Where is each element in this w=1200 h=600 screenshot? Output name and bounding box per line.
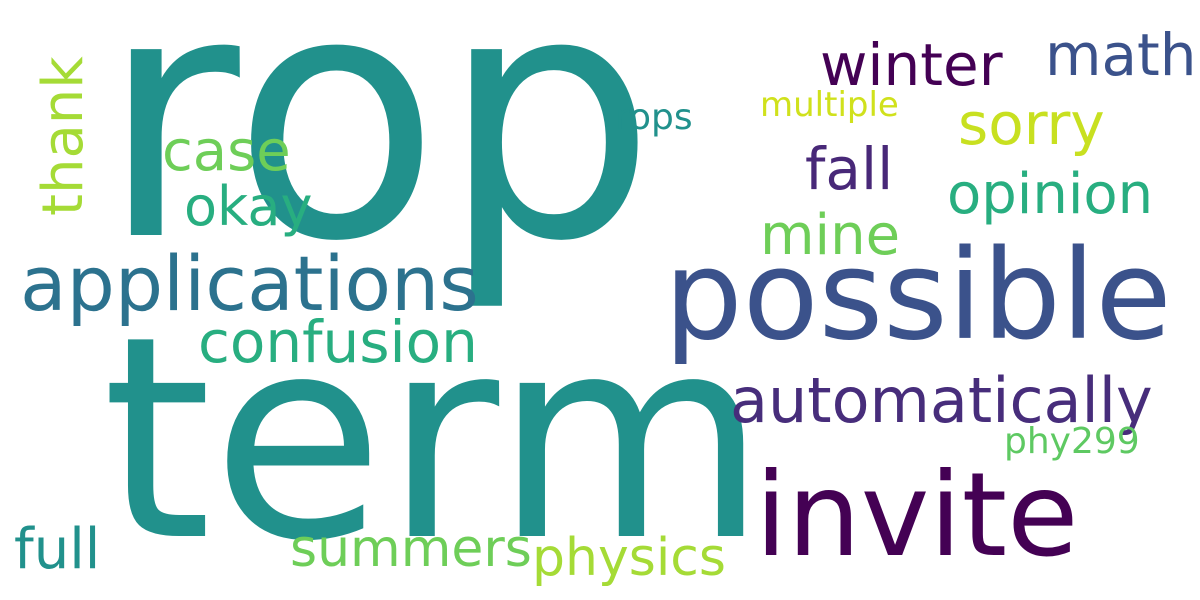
word-math: math <box>1045 21 1197 89</box>
word-invite: invite <box>755 448 1079 583</box>
word-fall: fall <box>805 135 894 203</box>
word-rop: rop <box>100 0 657 316</box>
word-opinion: opinion <box>947 162 1154 227</box>
word-rops: rops <box>615 97 693 138</box>
word-physics: physics <box>532 528 726 588</box>
word-confusion: confusion <box>198 308 478 376</box>
word-phy299: phy299 <box>1004 421 1140 462</box>
word-possible: possible <box>664 224 1172 368</box>
word-winter: winter <box>820 31 1003 99</box>
word-okay: okay <box>184 175 313 238</box>
word-automatically: automatically <box>730 364 1153 437</box>
word-multiple: multiple <box>760 85 899 125</box>
word-case: case <box>162 119 291 184</box>
word-sorry: sorry <box>958 90 1105 158</box>
word-applications: applications <box>20 239 479 328</box>
word-term: term <box>102 277 767 600</box>
word-mine: mine <box>760 203 901 268</box>
word-summers: summers <box>290 519 532 579</box>
word-thank: thank <box>31 56 96 216</box>
word-full: full <box>14 517 101 582</box>
